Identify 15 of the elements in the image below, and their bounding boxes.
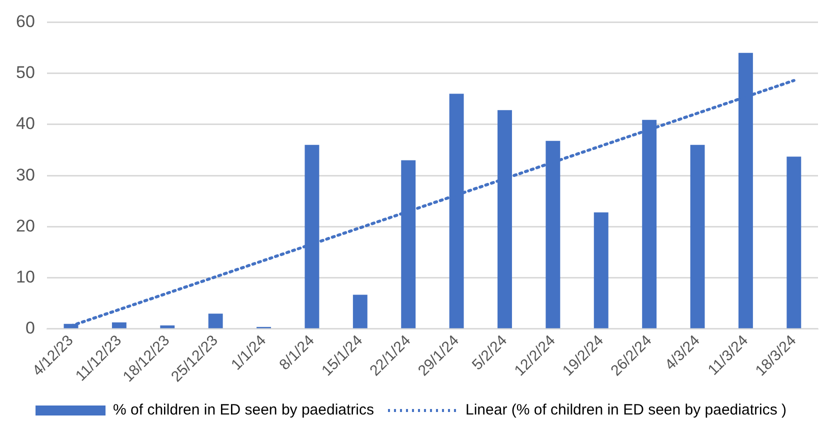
bar bbox=[208, 314, 223, 328]
y-tick-label: 0 bbox=[25, 318, 35, 338]
bar bbox=[352, 294, 368, 328]
bar bbox=[594, 212, 608, 328]
legend-label: Linear (% of children in ED seen by paediatrics ) bbox=[465, 402, 786, 419]
y-tick-label: 20 bbox=[16, 216, 35, 236]
y-tick-label: 10 bbox=[16, 268, 35, 287]
y-tick-label: 30 bbox=[16, 165, 35, 184]
y-tick-label: 40 bbox=[16, 114, 35, 134]
y-tick-label: 50 bbox=[16, 63, 35, 82]
legend-label: % of children in ED seen by paediatrics bbox=[113, 402, 374, 419]
bar bbox=[786, 156, 802, 328]
bar bbox=[112, 322, 126, 328]
y-tick-label: 60 bbox=[16, 12, 35, 31]
bar bbox=[690, 144, 705, 328]
